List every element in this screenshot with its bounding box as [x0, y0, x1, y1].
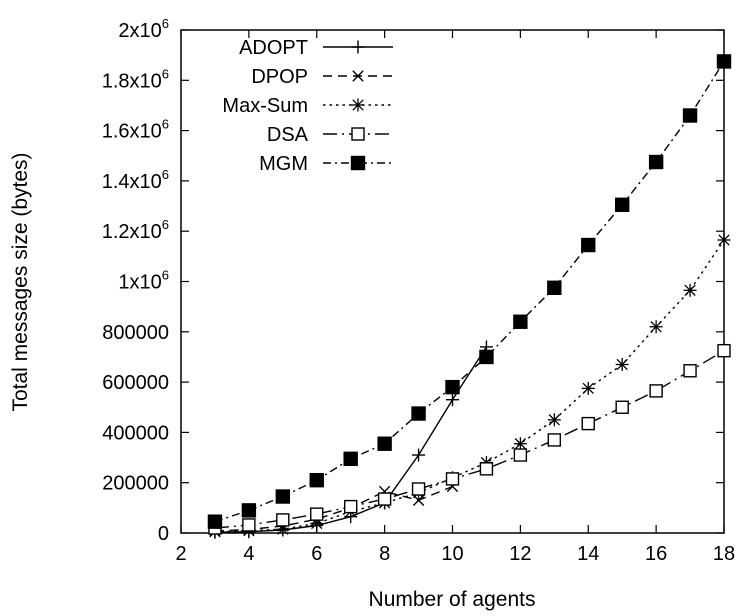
legend-label-dpop: DPOP [251, 66, 308, 88]
x-tick-label: 2 [175, 543, 186, 565]
data-point-mgm [648, 154, 664, 170]
data-point-adopt [412, 448, 426, 462]
data-point-max-sum [547, 413, 561, 427]
y-tick-label: 600000 [102, 372, 169, 394]
data-point-dsa [411, 482, 426, 496]
data-point-dsa [479, 462, 494, 476]
data-point-dsa [649, 384, 663, 398]
axis-ticks: 2 4 6 8 10 12 14 16 18 0 200000 400000 600000 800000 1… [102, 16, 735, 565]
data-point-mgm [716, 54, 732, 69]
data-point-dsa [377, 492, 392, 506]
legend-marker-dpop [352, 70, 364, 82]
data-point-dsa [445, 472, 460, 486]
y-tick-label: 400000 [102, 422, 169, 444]
data-point-mgm [682, 108, 698, 123]
legend-label-adopt: ADOPT [239, 37, 308, 59]
data-point-dsa [547, 433, 562, 447]
series-mgm [207, 54, 732, 529]
data-point-dsa [310, 507, 324, 521]
x-tick-label: 14 [577, 543, 599, 565]
data-point-dsa [615, 400, 629, 414]
data-point-mgm [207, 514, 223, 529]
legend-marker-mgm [350, 155, 366, 171]
series-layer [207, 54, 732, 539]
data-point-max-sum [615, 357, 629, 371]
data-point-mgm [479, 349, 494, 365]
data-point-mgm [614, 197, 630, 212]
y-axis-title: Total messages size (bytes) [9, 152, 32, 411]
data-point-max-sum [683, 283, 697, 297]
y-tick-label: 1.8x106 [102, 66, 169, 92]
series-dsa [208, 343, 731, 535]
y-tick-label: 800000 [102, 322, 169, 344]
series-line-max-sum [214, 239, 725, 533]
y-tick-label: 200000 [102, 473, 169, 495]
data-point-mgm [445, 379, 460, 395]
data-point-dsa [343, 499, 358, 514]
legend-label-dsa: DSA [267, 124, 309, 146]
data-point-adopt [446, 393, 459, 407]
data-point-mgm [547, 280, 562, 295]
x-tick-label: 4 [243, 543, 254, 565]
series-line-dpop [214, 485, 453, 532]
x-tick-label: 8 [379, 543, 390, 565]
data-point-max-sum [513, 437, 527, 451]
x-tick-label: 12 [509, 543, 531, 565]
y-tick-label: 1x106 [118, 268, 169, 294]
y-tick-label: 2x106 [118, 16, 169, 42]
series-line-mgm [214, 61, 725, 523]
data-point-mgm [411, 406, 426, 421]
legend-label-max-sum: Max-Sum [222, 95, 308, 117]
legend-marker-max-sum [351, 98, 365, 112]
data-point-dsa [581, 416, 595, 431]
data-point-max-sum [717, 233, 731, 247]
data-point-mgm [343, 451, 358, 467]
x-tick-label: 10 [441, 543, 463, 565]
x-tick-label: 16 [645, 543, 667, 565]
data-point-dsa [276, 513, 290, 527]
data-point-mgm [275, 489, 291, 504]
data-point-dsa [513, 448, 528, 462]
y-tick-label: 1.4x106 [102, 167, 169, 193]
data-point-max-sum [649, 320, 663, 334]
legend-label-mgm: MGM [259, 153, 308, 175]
data-point-dsa [242, 518, 256, 532]
series-line-dsa [214, 350, 725, 529]
y-tick-label: 0 [158, 523, 169, 545]
y-tick-label: 1.2x106 [102, 217, 169, 243]
data-point-mgm [241, 503, 257, 518]
legend-marker-dsa [351, 127, 365, 141]
data-point-dsa [717, 343, 731, 358]
y-tick-label: 1.6x106 [102, 117, 169, 143]
data-point-mgm [377, 436, 392, 451]
legend-marker-adopt [351, 40, 365, 54]
data-point-dsa [683, 364, 697, 378]
data-point-max-sum [581, 381, 595, 395]
data-point-mgm [513, 314, 528, 329]
data-point-mgm [309, 472, 324, 488]
x-axis-title: Number of agents [369, 588, 536, 611]
x-tick-label: 18 [713, 543, 735, 565]
data-point-mgm [581, 237, 596, 253]
legend: ADOPT DPOP Max-Sum DSA MGM [222, 37, 393, 175]
x-tick-label: 6 [311, 543, 322, 565]
